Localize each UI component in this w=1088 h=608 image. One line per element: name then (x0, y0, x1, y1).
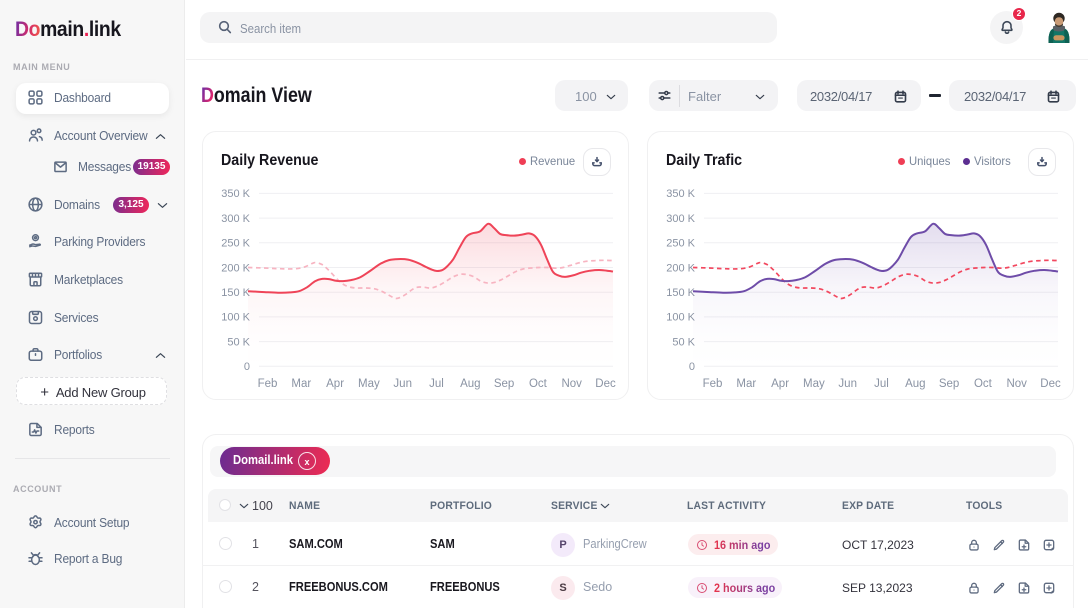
svg-text:100 K: 100 K (221, 312, 250, 324)
svg-text:250 K: 250 K (666, 238, 695, 250)
svg-text:250 K: 250 K (221, 238, 250, 250)
svg-text:200 K: 200 K (666, 262, 695, 274)
svg-text:Feb: Feb (258, 378, 278, 390)
svg-text:May: May (358, 378, 380, 390)
svg-text:Jul: Jul (874, 378, 889, 390)
svg-text:350 K: 350 K (221, 188, 250, 200)
svg-text:Oct: Oct (529, 378, 548, 390)
svg-text:300 K: 300 K (666, 213, 695, 225)
svg-text:Aug: Aug (460, 378, 480, 390)
svg-text:Jun: Jun (393, 378, 412, 390)
svg-text:Aug: Aug (905, 378, 925, 390)
svg-text:300 K: 300 K (221, 213, 250, 225)
svg-text:Nov: Nov (561, 378, 582, 390)
svg-text:Apr: Apr (326, 378, 344, 390)
svg-text:Nov: Nov (1006, 378, 1027, 390)
svg-text:Feb: Feb (703, 378, 723, 390)
svg-text:0: 0 (244, 361, 250, 373)
svg-text:Mar: Mar (736, 378, 756, 390)
svg-text:Jul: Jul (429, 378, 444, 390)
svg-text:0: 0 (689, 361, 695, 373)
svg-text:Sep: Sep (494, 378, 514, 390)
svg-text:Dec: Dec (595, 378, 616, 390)
svg-text:Jun: Jun (838, 378, 857, 390)
svg-text:150 K: 150 K (221, 287, 250, 299)
svg-text:200 K: 200 K (221, 262, 250, 274)
svg-text:150 K: 150 K (666, 287, 695, 299)
svg-text:350 K: 350 K (666, 188, 695, 200)
svg-text:100 K: 100 K (666, 312, 695, 324)
svg-text:Mar: Mar (291, 378, 311, 390)
svg-text:May: May (803, 378, 825, 390)
svg-text:Dec: Dec (1040, 378, 1061, 390)
svg-text:Apr: Apr (771, 378, 789, 390)
svg-text:Oct: Oct (974, 378, 993, 390)
svg-text:Sep: Sep (939, 378, 959, 390)
svg-text:50 K: 50 K (672, 336, 695, 348)
svg-text:50 K: 50 K (227, 336, 250, 348)
